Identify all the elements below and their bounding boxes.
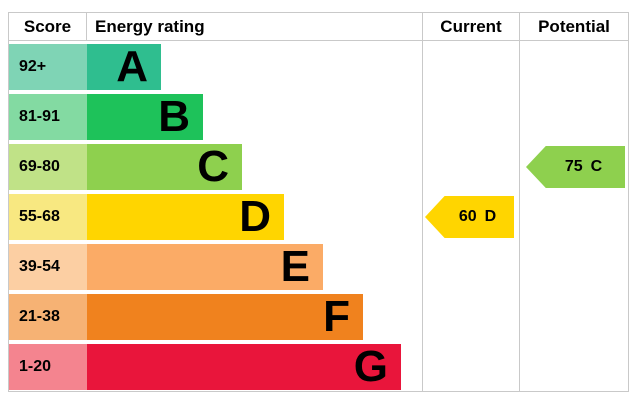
chart-header: Score Energy rating Current Potential [9, 13, 628, 41]
header-energy-rating: Energy rating [95, 16, 205, 36]
band-row: 69-80 C [9, 144, 422, 194]
band-letter: A [116, 42, 148, 91]
band-bar: A [87, 44, 161, 90]
potential-rating-arrow: 75 C [526, 146, 625, 188]
current-rating-value: 60 [458, 208, 477, 225]
potential-rating-value: 75 [564, 158, 583, 175]
band-bar: F [87, 294, 363, 340]
header-score: Score [9, 13, 87, 40]
band-letter: D [239, 192, 271, 241]
band-score-range: 69-80 [9, 144, 87, 190]
band-letter: F [323, 292, 350, 341]
band-score-range: 92+ [9, 44, 87, 90]
band-bar: C [87, 144, 242, 190]
epc-rating-chart: Score Energy rating Current Potential 92… [8, 12, 629, 392]
band-row: 55-68 D [9, 194, 422, 244]
header-current: Current [422, 13, 519, 40]
band-bar: B [87, 94, 203, 140]
current-rating-arrow: 60 D [425, 196, 514, 238]
potential-column: 75 C [519, 41, 628, 392]
potential-rating-letter: C [590, 158, 603, 175]
band-row: 1-20 G [9, 344, 422, 394]
band-letter: B [158, 92, 190, 141]
band-score-range: 39-54 [9, 244, 87, 290]
band-row: 92+ A [9, 44, 422, 94]
band-letter: C [197, 142, 229, 191]
band-score-range: 55-68 [9, 194, 87, 240]
band-row: 39-54 E [9, 244, 422, 294]
bands-column: 92+ A 81-91 B 69-80 C 55-68 D 39-54 E 21-38 F 1-20 G [9, 41, 422, 392]
current-rating-letter: D [484, 208, 497, 225]
header-potential: Potential [519, 13, 628, 40]
band-score-range: 81-91 [9, 94, 87, 140]
chart-body: 92+ A 81-91 B 69-80 C 55-68 D 39-54 E 21-38 F 1-20 G … [9, 41, 628, 392]
band-row: 81-91 B [9, 94, 422, 144]
band-bar: D [87, 194, 284, 240]
band-score-range: 21-38 [9, 294, 87, 340]
band-row: 21-38 F [9, 294, 422, 344]
band-letter: E [280, 242, 310, 291]
band-score-range: 1-20 [9, 344, 87, 390]
band-bar: G [87, 344, 401, 390]
current-column: 60 D [422, 41, 519, 392]
band-letter: G [353, 342, 388, 391]
band-bar: E [87, 244, 323, 290]
